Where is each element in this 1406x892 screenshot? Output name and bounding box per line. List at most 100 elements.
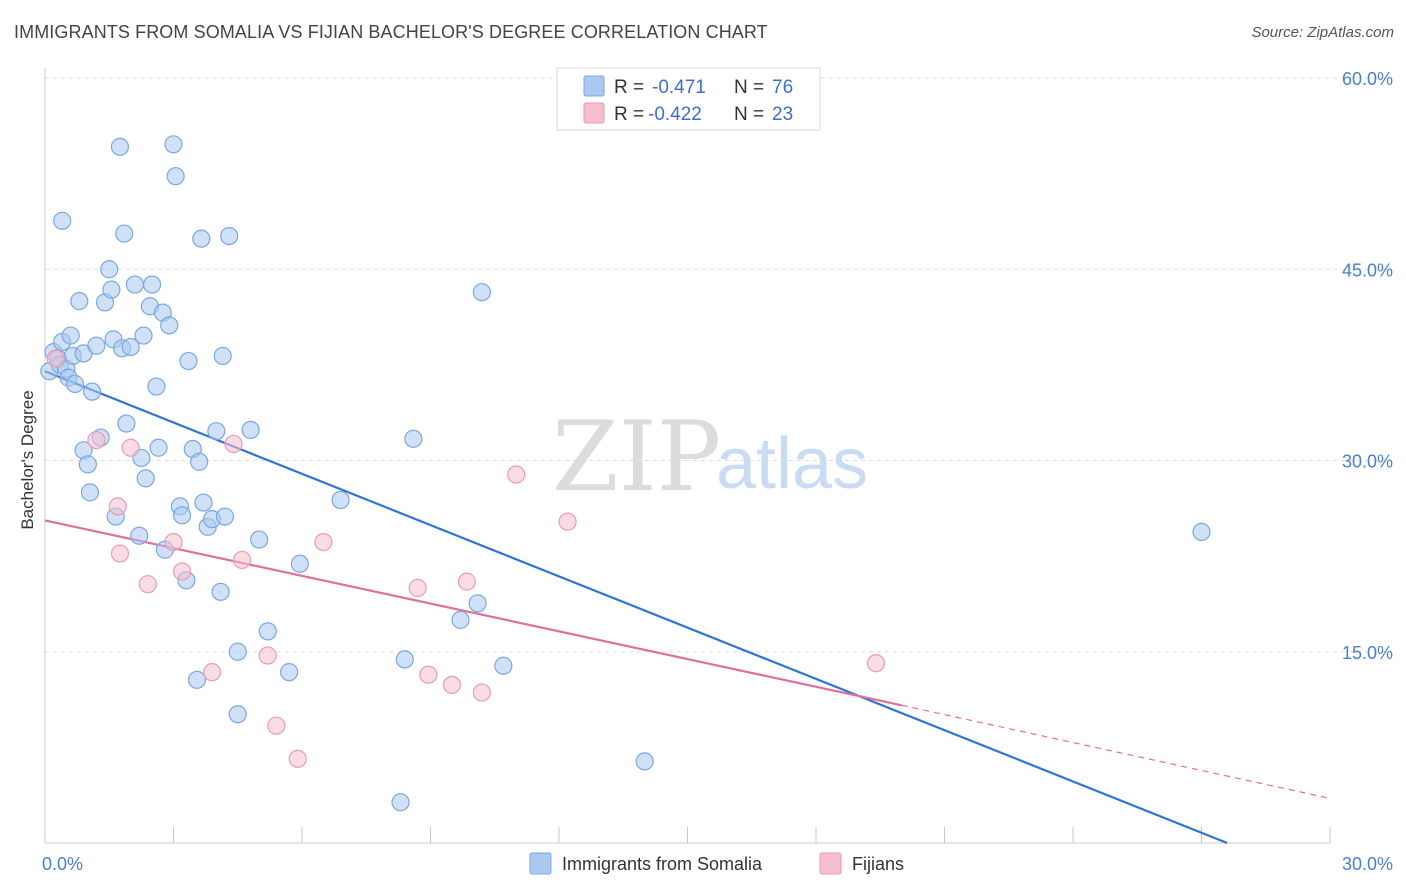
point-fijians-10 xyxy=(232,550,252,570)
point-somalia-56 xyxy=(213,346,232,366)
point-somalia-49 xyxy=(190,452,209,471)
point-somalia-8 xyxy=(61,326,80,345)
point-somalia-58 xyxy=(220,227,239,246)
chart-title: IMMIGRANTS FROM SOMALIA VS FIJIAN BACHEL… xyxy=(14,22,768,42)
point-somalia-44 xyxy=(172,506,192,525)
point-somalia-48 xyxy=(187,670,207,689)
bottom-legend-label-somalia: Immigrants from Somalia xyxy=(562,854,763,874)
point-somalia-28 xyxy=(121,337,140,357)
point-fijians-11 xyxy=(258,646,277,665)
point-somalia-29 xyxy=(125,275,145,294)
point-fijians-3 xyxy=(110,544,130,563)
point-somalia-46 xyxy=(179,351,198,371)
trend-line-somalia xyxy=(44,370,1228,845)
point-somalia-71 xyxy=(468,594,487,613)
point-fijians-19 xyxy=(472,683,491,702)
point-somalia-62 xyxy=(250,530,269,549)
point-somalia-27 xyxy=(117,414,136,433)
point-somalia-33 xyxy=(136,469,155,488)
point-somalia-14 xyxy=(78,455,97,474)
point-somalia-32 xyxy=(134,326,153,345)
legend-n-label-somalia: N = xyxy=(734,77,764,98)
point-somalia-21 xyxy=(102,280,121,299)
point-fijians-15 xyxy=(408,578,427,598)
y-tick-label-3: 60.0% xyxy=(1342,69,1393,89)
legend-r-value-fijians: -0.422 xyxy=(648,104,702,125)
point-somalia-20 xyxy=(100,260,119,279)
point-fijians-20 xyxy=(507,465,526,484)
point-somalia-55 xyxy=(211,582,230,601)
point-fijians-8 xyxy=(202,663,222,682)
point-fijians-9 xyxy=(224,434,243,454)
bottom-legend-label-fijians: Fijians xyxy=(852,854,904,874)
point-fijians-13 xyxy=(288,749,307,768)
point-somalia-10 xyxy=(65,374,85,394)
point-fijians-12 xyxy=(267,716,286,735)
point-somalia-42 xyxy=(166,167,185,186)
point-somalia-72 xyxy=(472,283,491,302)
y-tick-label-0: 15.0% xyxy=(1342,643,1393,663)
legend-n-value-somalia: 76 xyxy=(772,77,793,98)
axes xyxy=(44,68,1331,844)
point-somalia-70 xyxy=(451,610,470,629)
point-fijians-1 xyxy=(87,431,106,450)
point-fijians-17 xyxy=(442,675,462,695)
y-axis-label: Bachelor's Degree xyxy=(18,390,37,529)
point-somalia-73 xyxy=(494,656,513,675)
point-somalia-36 xyxy=(147,377,166,396)
point-somalia-16 xyxy=(83,382,102,401)
point-somalia-37 xyxy=(149,438,168,457)
legend-r-label-fijians: R = xyxy=(614,104,644,125)
watermark-atlas: atlas xyxy=(716,424,868,504)
point-somalia-15 xyxy=(80,483,100,502)
point-somalia-51 xyxy=(194,493,213,512)
point-fijians-14 xyxy=(314,532,333,552)
point-somalia-69 xyxy=(404,429,423,448)
point-somalia-17 xyxy=(87,336,106,355)
correlation-legend: R = -0.471 N = 76 R = -0.422 N = 23 xyxy=(556,67,821,131)
point-fijians-2 xyxy=(108,497,127,516)
trend-line-fijians-extrapolated xyxy=(901,704,1331,799)
point-somalia-75 xyxy=(1192,522,1211,542)
point-somalia-26 xyxy=(115,224,134,243)
point-somalia-60 xyxy=(228,705,247,724)
point-somalia-40 xyxy=(160,316,179,335)
legend-swatch-somalia xyxy=(583,75,605,97)
point-fijians-0 xyxy=(46,349,65,368)
legend-r-label-somalia: R = xyxy=(614,77,644,98)
bottom-legend-swatch-somalia xyxy=(529,852,552,875)
legend-n-label-fijians: N = xyxy=(734,104,764,125)
point-somalia-63 xyxy=(258,622,277,641)
point-somalia-57 xyxy=(215,507,234,526)
point-somalia-30 xyxy=(130,526,149,545)
source-credit: Source: ZipAtlas.com xyxy=(1251,24,1394,41)
tick-labels: 15.0% 30.0% 45.0% 60.0% 0.0% 30.0% xyxy=(42,69,1393,874)
point-somalia-74 xyxy=(635,752,654,771)
watermark-zip: ZIP xyxy=(552,401,721,513)
point-fijians-4 xyxy=(121,438,140,457)
bottom-legend-swatch-fijians xyxy=(819,852,842,875)
point-somalia-35 xyxy=(142,275,162,294)
series-legend: Immigrants from Somalia Fijians xyxy=(529,852,904,875)
point-somalia-67 xyxy=(391,793,410,812)
legend-swatch-fijians xyxy=(583,102,605,124)
point-somalia-6 xyxy=(53,211,72,230)
point-somalia-54 xyxy=(207,422,226,441)
point-fijians-7 xyxy=(172,562,192,581)
watermark: ZIP atlas xyxy=(552,401,868,513)
y-tick-label-1: 30.0% xyxy=(1342,452,1393,472)
point-somalia-61 xyxy=(241,420,260,439)
trend-line-fijians xyxy=(44,519,902,707)
y-tick-label-2: 45.0% xyxy=(1342,260,1393,280)
point-somalia-59 xyxy=(228,642,247,661)
point-somalia-65 xyxy=(290,554,309,573)
point-fijians-21 xyxy=(558,512,577,531)
point-somalia-41 xyxy=(164,135,183,154)
point-somalia-50 xyxy=(192,229,211,248)
trend-lines xyxy=(44,370,1331,845)
point-fijians-6 xyxy=(164,532,183,552)
point-somalia-64 xyxy=(280,663,299,682)
x-tick-label-max: 30.0% xyxy=(1342,854,1393,874)
legend-r-value-somalia: -0.471 xyxy=(652,77,706,98)
